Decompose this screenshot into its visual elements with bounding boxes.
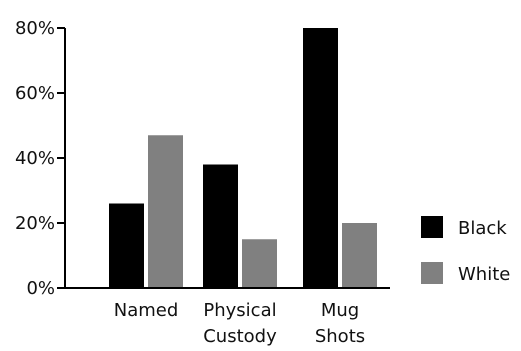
y-axis: 0% 20% 40% 60% 80% [15,18,66,299]
y-tick-label: 80% [15,18,55,39]
bar-black-2 [303,28,338,288]
x-category-label-line: Named [114,300,179,321]
x-category-label-line: Shots [315,326,365,347]
bar-black-1 [203,164,238,288]
bar-white-0 [148,135,183,288]
bar-white-1 [242,239,277,288]
bar-black-0 [109,203,144,288]
legend-swatch-black [421,216,443,238]
y-tick-label: 0% [26,278,55,299]
y-tick-label: 60% [15,83,55,104]
x-axis-labels: Named Physical Custody Mug Shots [114,300,365,347]
y-tick-label: 40% [15,148,55,169]
y-tick-label: 20% [15,213,55,234]
x-category-label: Physical Custody [203,300,277,347]
legend: Black White [421,216,510,285]
legend-swatch-white [421,262,443,284]
x-category-label-line: Mug [321,300,359,321]
bars [65,28,390,289]
x-category-label-line: Physical [203,300,276,321]
x-category-label: Mug Shots [315,300,365,347]
legend-label-white: White [458,264,510,285]
x-category-label: Named [114,300,179,321]
bar-white-2 [342,223,377,288]
legend-label-black: Black [458,218,507,239]
x-category-label-line: Custody [203,326,277,347]
